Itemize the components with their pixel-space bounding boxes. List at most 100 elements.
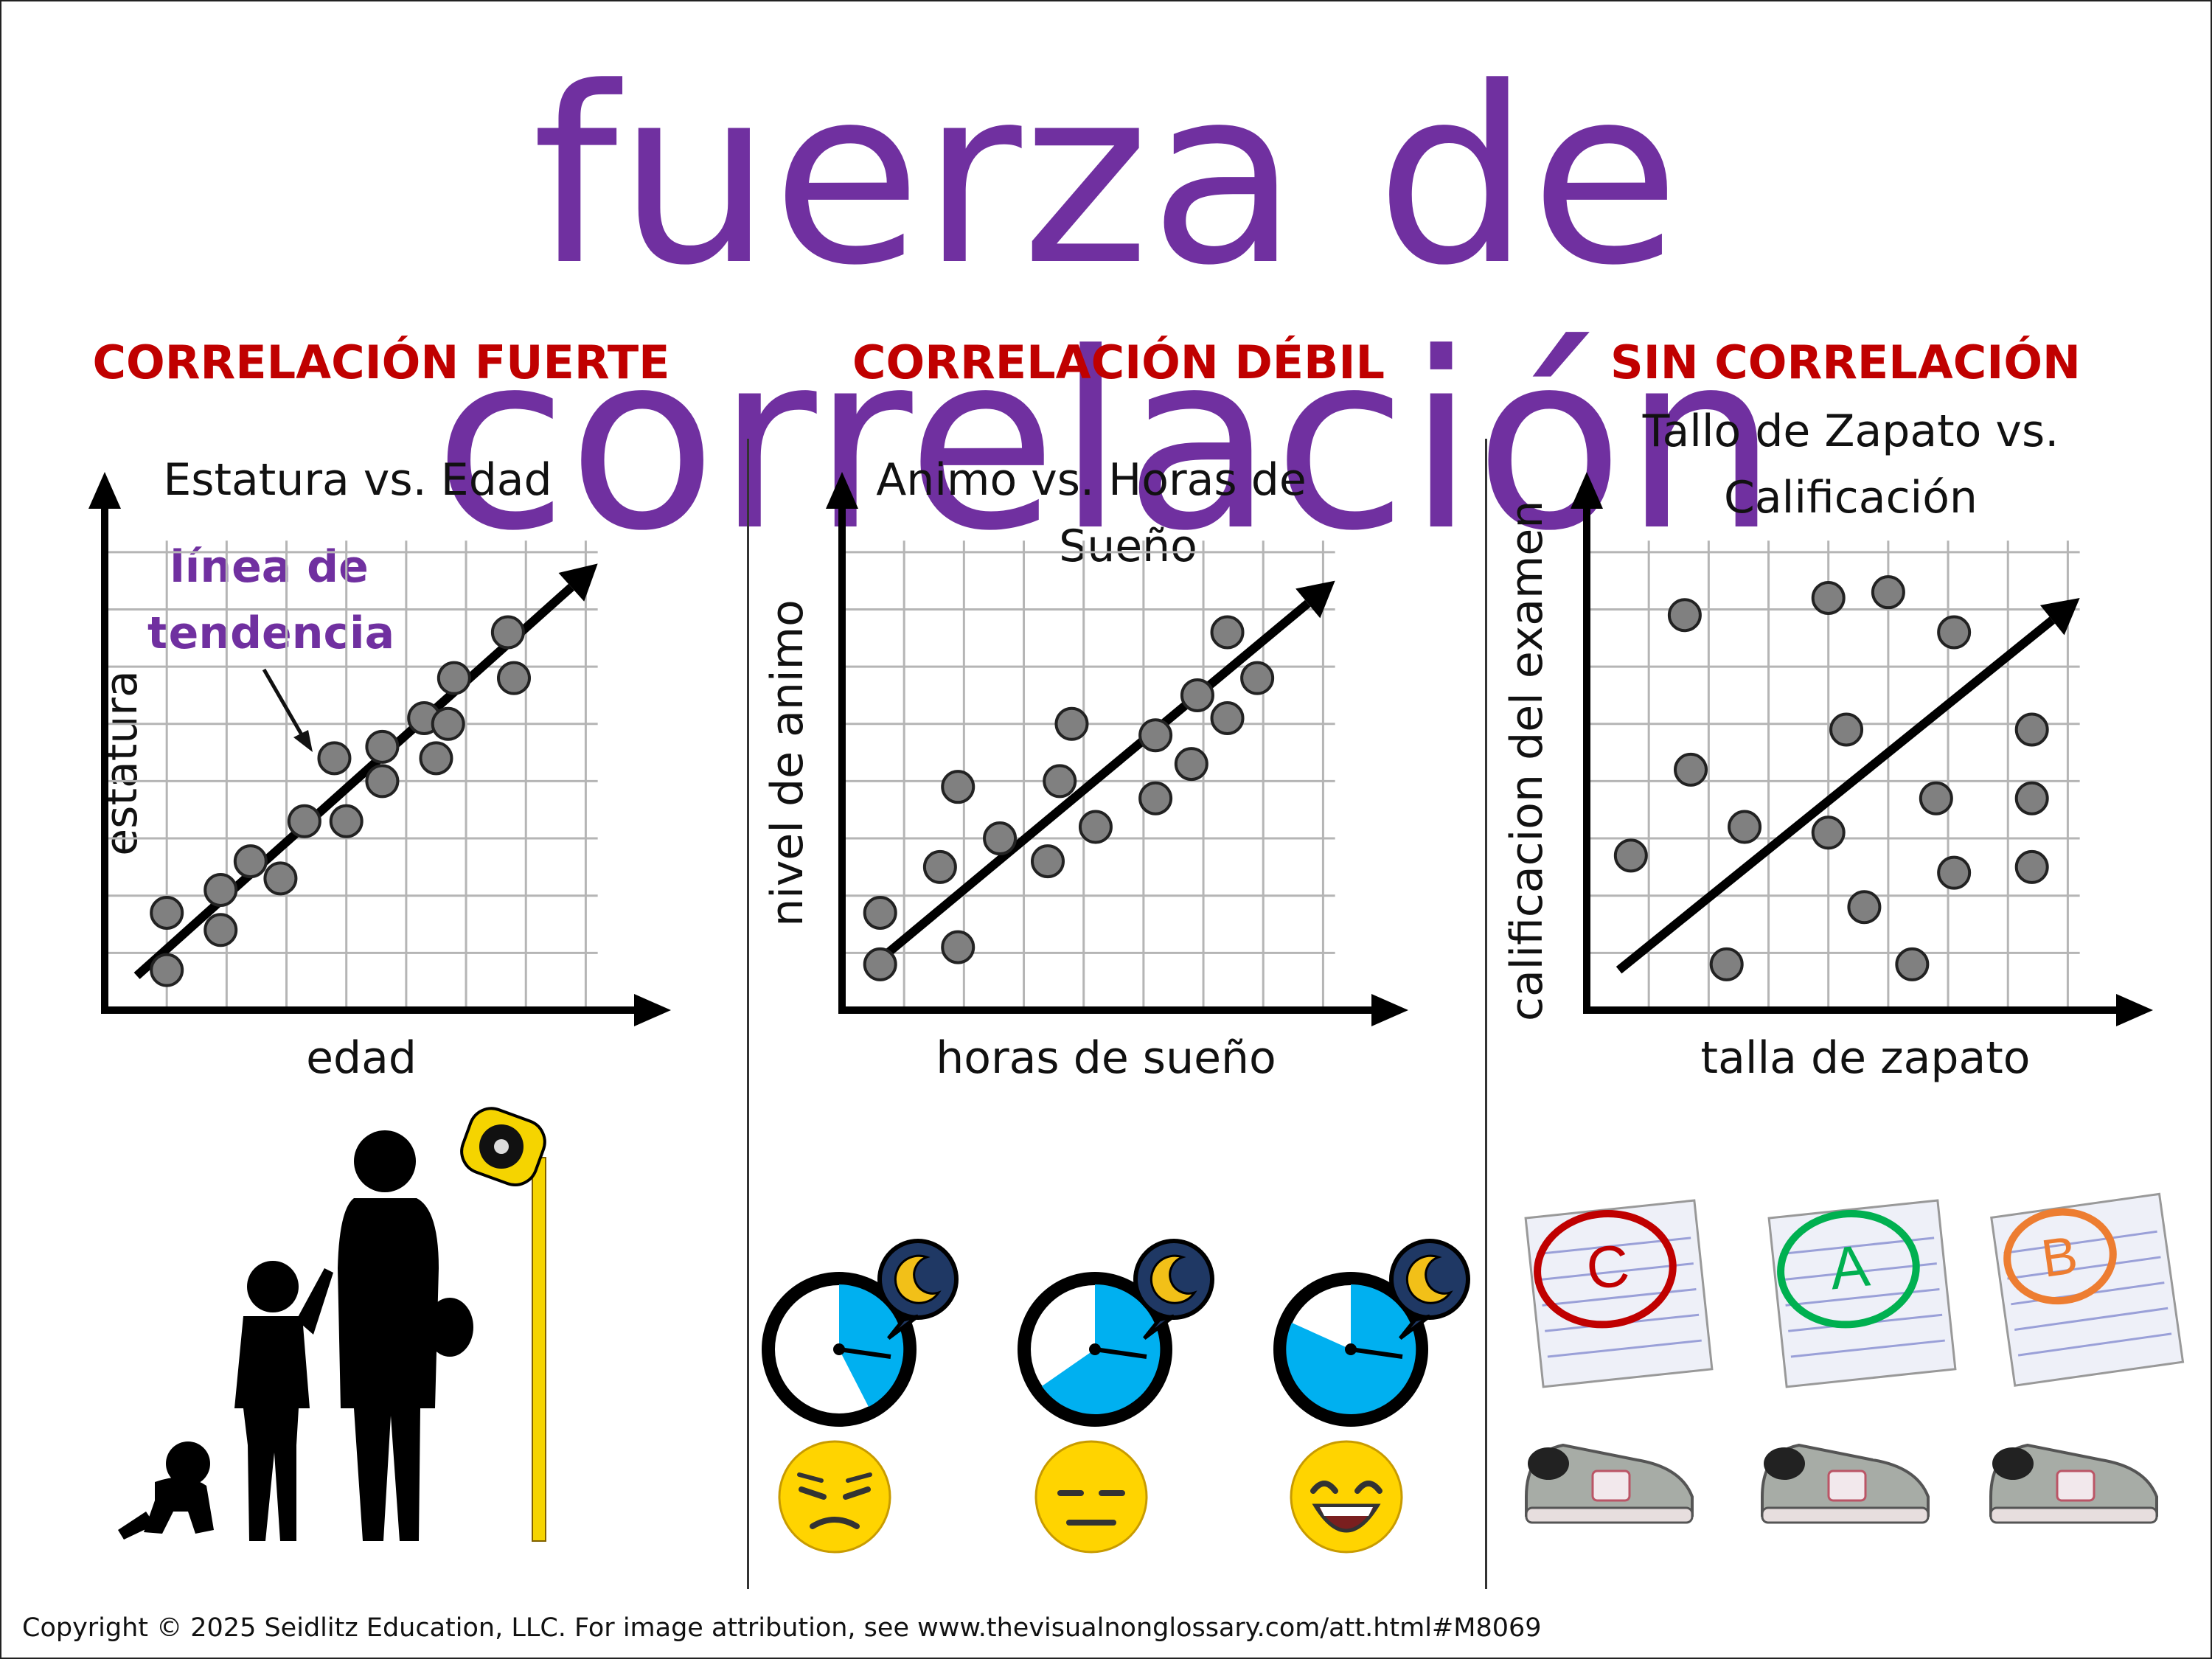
data-point bbox=[1937, 615, 1972, 650]
data-point bbox=[497, 661, 531, 695]
data-point bbox=[365, 764, 400, 799]
data-point bbox=[1674, 752, 1708, 787]
data-point bbox=[204, 872, 238, 907]
data-point bbox=[1895, 947, 1930, 981]
heading-none: SIN CORRELACIÓN bbox=[1610, 335, 2081, 389]
data-point bbox=[1811, 815, 1846, 850]
data-point bbox=[1667, 598, 1702, 633]
data-point bbox=[1709, 947, 1744, 981]
data-point bbox=[1054, 706, 1089, 741]
data-point bbox=[329, 804, 364, 838]
data-point bbox=[150, 953, 184, 987]
data-point bbox=[1937, 855, 1972, 890]
data-point bbox=[1210, 615, 1245, 650]
graded-paper-icon: A bbox=[1767, 1199, 1957, 1388]
data-point bbox=[1138, 718, 1173, 753]
sleep-mood-illustration bbox=[762, 1224, 1482, 1554]
chart-title-weak-line1: Animo vs. Horas de bbox=[876, 454, 1307, 506]
x-axis-label-weak: horas de sueño bbox=[936, 1032, 1276, 1084]
trend-line-arrowhead bbox=[2039, 597, 2080, 636]
data-point bbox=[287, 804, 321, 838]
y-axis-arrowhead bbox=[826, 472, 858, 509]
happy-face-icon bbox=[1290, 1440, 1403, 1554]
data-point bbox=[1078, 810, 1113, 844]
sad-face-icon bbox=[778, 1440, 891, 1554]
annotation-line1: línea de bbox=[170, 541, 369, 593]
data-point bbox=[263, 861, 298, 896]
y-axis-arrowhead bbox=[1571, 472, 1603, 509]
data-point bbox=[204, 913, 238, 947]
data-point bbox=[1871, 575, 1905, 610]
trend-line-arrowhead bbox=[1295, 580, 1335, 619]
grade-a: A bbox=[1826, 1232, 1873, 1301]
clock-icon bbox=[762, 1272, 917, 1427]
data-point bbox=[1811, 580, 1846, 615]
data-point bbox=[1829, 712, 1864, 747]
data-point bbox=[419, 741, 453, 776]
data-point bbox=[1240, 661, 1275, 695]
data-point bbox=[317, 741, 352, 776]
data-point bbox=[1210, 701, 1245, 735]
graded-paper-icon: C bbox=[1524, 1199, 1714, 1388]
chart-title-none-line2: Calificación bbox=[1724, 472, 1978, 524]
sneakers-icon bbox=[1989, 1443, 2158, 1524]
data-point bbox=[983, 821, 1018, 856]
chart-grid bbox=[844, 540, 1335, 1010]
sneakers-icon bbox=[1761, 1443, 1930, 1524]
data-point bbox=[437, 661, 471, 695]
data-point bbox=[1138, 781, 1173, 815]
x-axis-label-strong: edad bbox=[306, 1032, 417, 1084]
data-point bbox=[150, 896, 184, 930]
grade-b: B bbox=[2038, 1225, 2081, 1289]
y-axis-label-none: calificacion del examen bbox=[1501, 500, 1553, 1021]
data-point bbox=[431, 706, 465, 741]
data-point bbox=[233, 844, 268, 879]
data-point bbox=[1919, 781, 1953, 815]
page-title: fuerza de correlación bbox=[434, 35, 1778, 584]
data-point bbox=[2014, 849, 2049, 884]
heading-strong: CORRELACIÓN FUERTE bbox=[92, 335, 670, 389]
column-divider-right bbox=[1485, 439, 1487, 1589]
data-point bbox=[1847, 890, 1882, 925]
data-point bbox=[490, 615, 525, 650]
data-point bbox=[1180, 678, 1214, 712]
trend-line bbox=[1615, 616, 2056, 974]
data-point bbox=[922, 849, 957, 884]
trend-line bbox=[133, 583, 574, 979]
data-point bbox=[365, 729, 400, 764]
age-height-illustration bbox=[118, 1107, 546, 1542]
trend-line bbox=[871, 599, 1311, 968]
data-point bbox=[1728, 810, 1762, 844]
data-point bbox=[941, 770, 975, 804]
data-point bbox=[1174, 747, 1208, 782]
clock-icon bbox=[1018, 1272, 1172, 1427]
chart-title-weak-line2: Sueño bbox=[1059, 521, 1197, 572]
sneakers-icon bbox=[1525, 1443, 1694, 1524]
data-point bbox=[1613, 838, 1648, 873]
scatter-chart-none bbox=[1571, 472, 2153, 1026]
tape-measure-icon bbox=[460, 1107, 546, 1542]
heading-weak: CORRELACIÓN DÉBIL bbox=[852, 335, 1385, 389]
graded-paper-icon: B bbox=[1990, 1192, 2185, 1387]
data-point bbox=[2014, 712, 2049, 747]
annotation-line2: tendencia bbox=[147, 608, 395, 659]
trend-line-arrowhead bbox=[558, 563, 598, 602]
scatter-chart-strong bbox=[88, 472, 671, 1026]
data-point bbox=[941, 930, 975, 964]
baby-silhouette-icon bbox=[118, 1441, 214, 1540]
data-point bbox=[1043, 764, 1077, 799]
chart-title-strong: Estatura vs. Edad bbox=[163, 454, 552, 506]
x-axis-arrowhead bbox=[2116, 994, 2153, 1026]
y-axis-arrowhead bbox=[88, 472, 121, 509]
data-point bbox=[1031, 844, 1065, 879]
chart-grid bbox=[107, 540, 598, 1010]
data-point bbox=[863, 947, 897, 981]
x-axis-arrowhead bbox=[634, 994, 671, 1026]
child-silhouette-icon bbox=[234, 1261, 333, 1541]
copyright-footer: Copyright © 2025 Seidlitz Education, LLC… bbox=[22, 1613, 1542, 1643]
grades-shoes-illustration: C A B bbox=[1524, 1192, 2185, 1524]
column-divider-left bbox=[747, 439, 749, 1589]
teen-silhouette-icon bbox=[338, 1130, 473, 1541]
neutral-face-icon bbox=[1034, 1440, 1148, 1554]
